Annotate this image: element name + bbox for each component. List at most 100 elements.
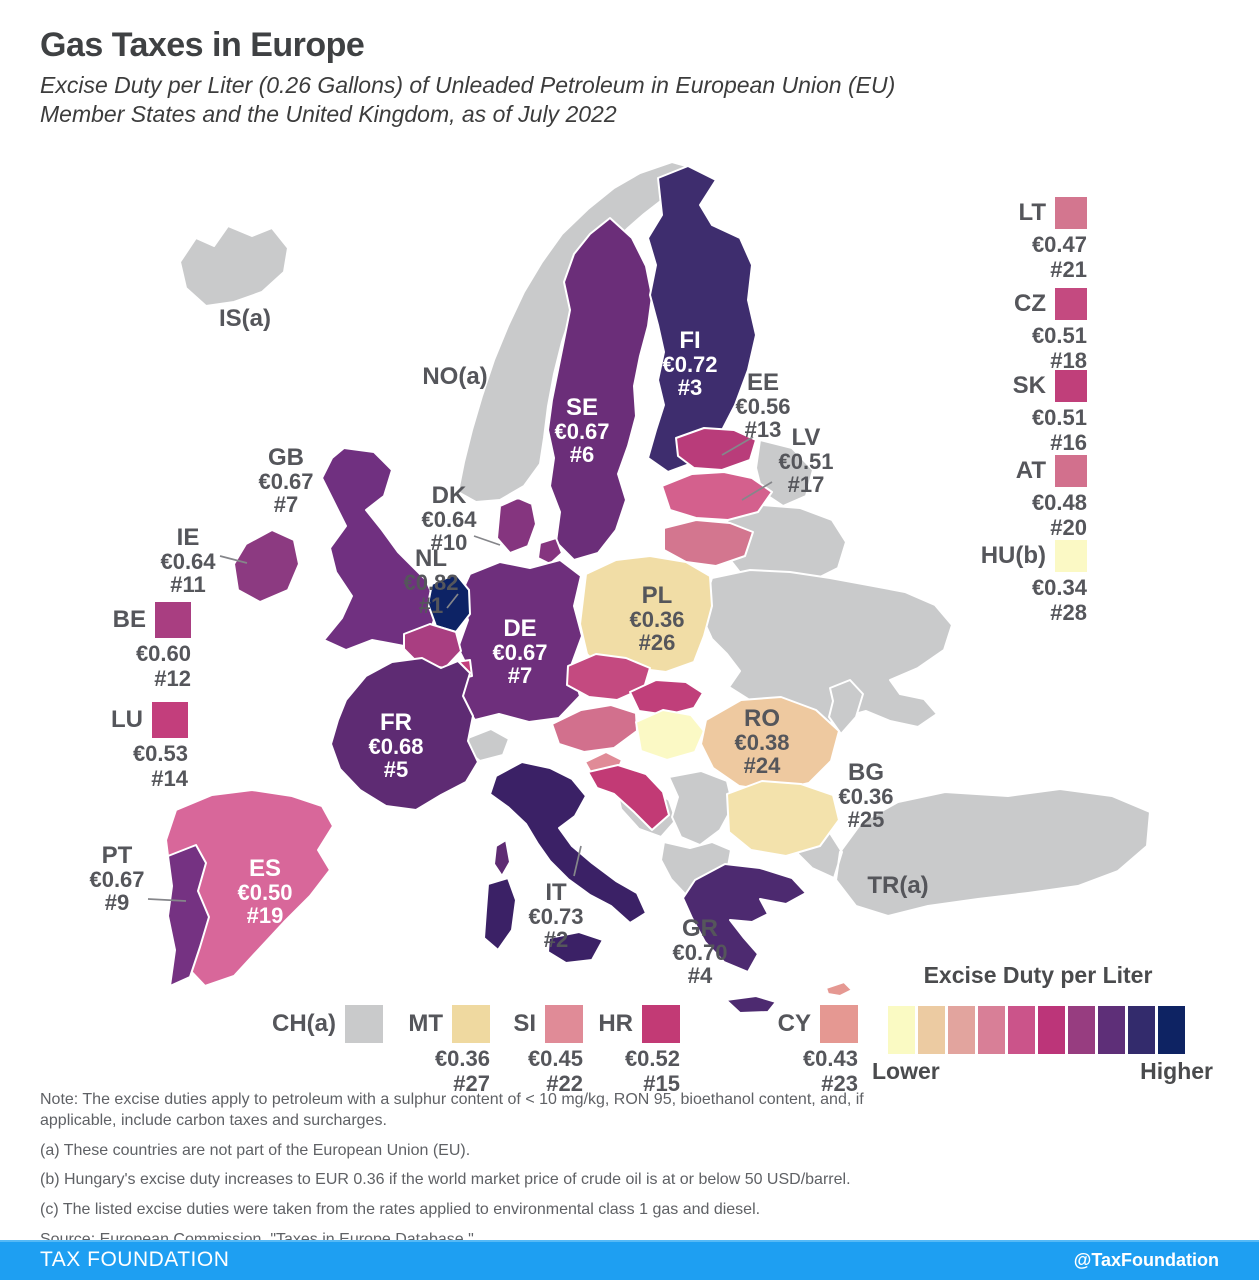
scale-swatch-5: [1008, 1006, 1035, 1054]
country-code: SE: [565, 394, 598, 421]
country-value-rank: €0.45 #22: [527, 1046, 583, 1097]
country-code: PL: [641, 582, 673, 609]
scale-lower-label: Lower: [872, 1058, 940, 1084]
country-latvia-shape: [661, 471, 773, 521]
footer-brand: TAX FOUNDATION: [40, 1248, 230, 1271]
leader-line-pt: [147, 898, 187, 902]
map-label-bg: BG €0.36 #25: [838, 760, 893, 833]
legend-item-si: SI €0.45 #22: [513, 1005, 583, 1096]
country-code: SI: [513, 1010, 536, 1037]
map-label-es: ES €0.50 #19: [237, 856, 293, 929]
country-code: RO: [744, 705, 780, 732]
legend-item-at: AT €0.48 #20: [1016, 455, 1087, 540]
leader-line-it: [573, 845, 582, 877]
legend-item-mt: MT €0.36 #27: [408, 1005, 490, 1096]
legend-item-lu: LU €0.53 #14: [111, 702, 188, 791]
country-denmark-shape: [496, 497, 563, 565]
country-code: HR: [598, 1010, 633, 1037]
country-rank: #19: [246, 903, 284, 929]
country-value-rank: €0.51 #18: [1031, 323, 1087, 374]
legend-item-cz: CZ €0.51 #18: [1014, 288, 1087, 373]
country-value-rank: €0.52 #15: [624, 1046, 680, 1097]
color-swatch: [1055, 540, 1087, 572]
country-romania-shape: [700, 696, 840, 792]
note-line-4: (c) The listed excise duties were taken …: [40, 1201, 761, 1219]
country-moldova-shape: [828, 679, 864, 735]
country-value: €0.64: [421, 507, 477, 533]
country-ireland-shape: [233, 529, 300, 603]
country-value: €0.50: [237, 880, 293, 906]
country-value: €0.64: [160, 549, 216, 575]
country-serbia-shape: [668, 770, 734, 846]
leader-line-lv: [741, 481, 773, 501]
country-cyprus-shape: [825, 981, 853, 997]
country-value-rank: €0.51 #16: [1031, 405, 1087, 456]
country-russia-shape: [755, 439, 814, 507]
footer-twitter-handle[interactable]: @TaxFoundation: [1073, 1250, 1219, 1270]
subtitle-line-1: Excise Duty per Liter (0.26 Gallons) of …: [40, 72, 896, 98]
country-rank: #13: [744, 417, 782, 443]
country-value: €0.36: [629, 607, 685, 633]
country-code: LT: [1018, 199, 1046, 226]
country-portugal-shape: [167, 844, 210, 987]
country-code: BE: [112, 606, 146, 633]
country-code: CZ: [1014, 290, 1046, 317]
country-rank: #10: [430, 530, 468, 556]
color-swatch: [642, 1005, 680, 1043]
country-rank: #25: [847, 807, 885, 833]
scale-higher-label: Higher: [1140, 1058, 1213, 1084]
map-label-dk: DK €0.64 #10: [421, 483, 477, 556]
scale-swatch-8: [1098, 1006, 1125, 1054]
scale-swatch-2: [918, 1006, 945, 1054]
country-value: €0.67: [258, 469, 314, 495]
map-label-ro: RO €0.38 #24: [734, 705, 789, 778]
country-code: SK: [1012, 372, 1046, 399]
country-hungary-shape: [635, 709, 705, 761]
country-sweden-shape: [547, 217, 653, 561]
map-label-ie: IE €0.64 #11: [160, 525, 216, 597]
legend-item-hu: HU(b) €0.34 #28: [981, 540, 1087, 625]
country-greece-shape: [682, 863, 807, 1014]
country-ukraine-shape: [701, 569, 953, 728]
color-swatch: [1055, 197, 1087, 229]
note-line-1: Note: The excise duties apply to petrole…: [40, 1091, 864, 1129]
country-rank: #7: [507, 663, 533, 689]
country-value: €0.68: [368, 734, 424, 760]
country-value-rank: €0.53 #14: [132, 741, 188, 792]
country-code: TR(a): [867, 872, 929, 899]
color-swatch: [452, 1005, 490, 1043]
leader-line-dk: [473, 535, 501, 546]
country-code: NO(a): [422, 363, 488, 390]
country-code: DE: [503, 615, 537, 642]
color-swatch: [1055, 370, 1087, 402]
country-code: AT: [1015, 457, 1046, 484]
map-label-se: SE €0.67 #6: [554, 394, 609, 468]
map-label-lv: LV €0.51 #17: [778, 425, 834, 497]
country-lithuania-shape: [663, 519, 754, 567]
scale-swatch-9: [1128, 1006, 1155, 1054]
country-code: MT: [408, 1010, 443, 1037]
country-value-rank: €0.48 #20: [1031, 490, 1087, 541]
country-iceland-shape: [179, 225, 289, 307]
country-value: €0.51: [778, 449, 834, 475]
scale-legend-title: Excise Duty per Liter: [923, 962, 1153, 988]
color-swatch: [1055, 288, 1087, 320]
map-label-no: NO(a): [422, 364, 487, 389]
map-label-ee: EE €0.56 #13: [735, 370, 790, 443]
subtitle-line-2: Member States and the United Kingdom, as…: [40, 101, 617, 128]
page-subtitle: Excise Duty per Liter (0.26 Gallons) of …: [40, 71, 895, 130]
country-rank: #1: [418, 593, 444, 619]
map-label-de: DE €0.67 #7: [492, 615, 547, 689]
map-label-fi: FI €0.72 #3: [662, 328, 717, 400]
country-rank: #9: [104, 890, 130, 916]
country-rank: #6: [569, 442, 595, 468]
country-value: €0.73: [528, 904, 584, 930]
scale-legend-gradient: [888, 1006, 1185, 1054]
country-netherlands-shape: [427, 573, 471, 633]
country-code: IS(a): [218, 305, 272, 332]
scale-swatch-6: [1038, 1006, 1065, 1054]
map-label-pl: PL €0.36 #26: [629, 582, 685, 655]
footnotes: Note: The excise duties apply to petrole…: [40, 1090, 918, 1260]
